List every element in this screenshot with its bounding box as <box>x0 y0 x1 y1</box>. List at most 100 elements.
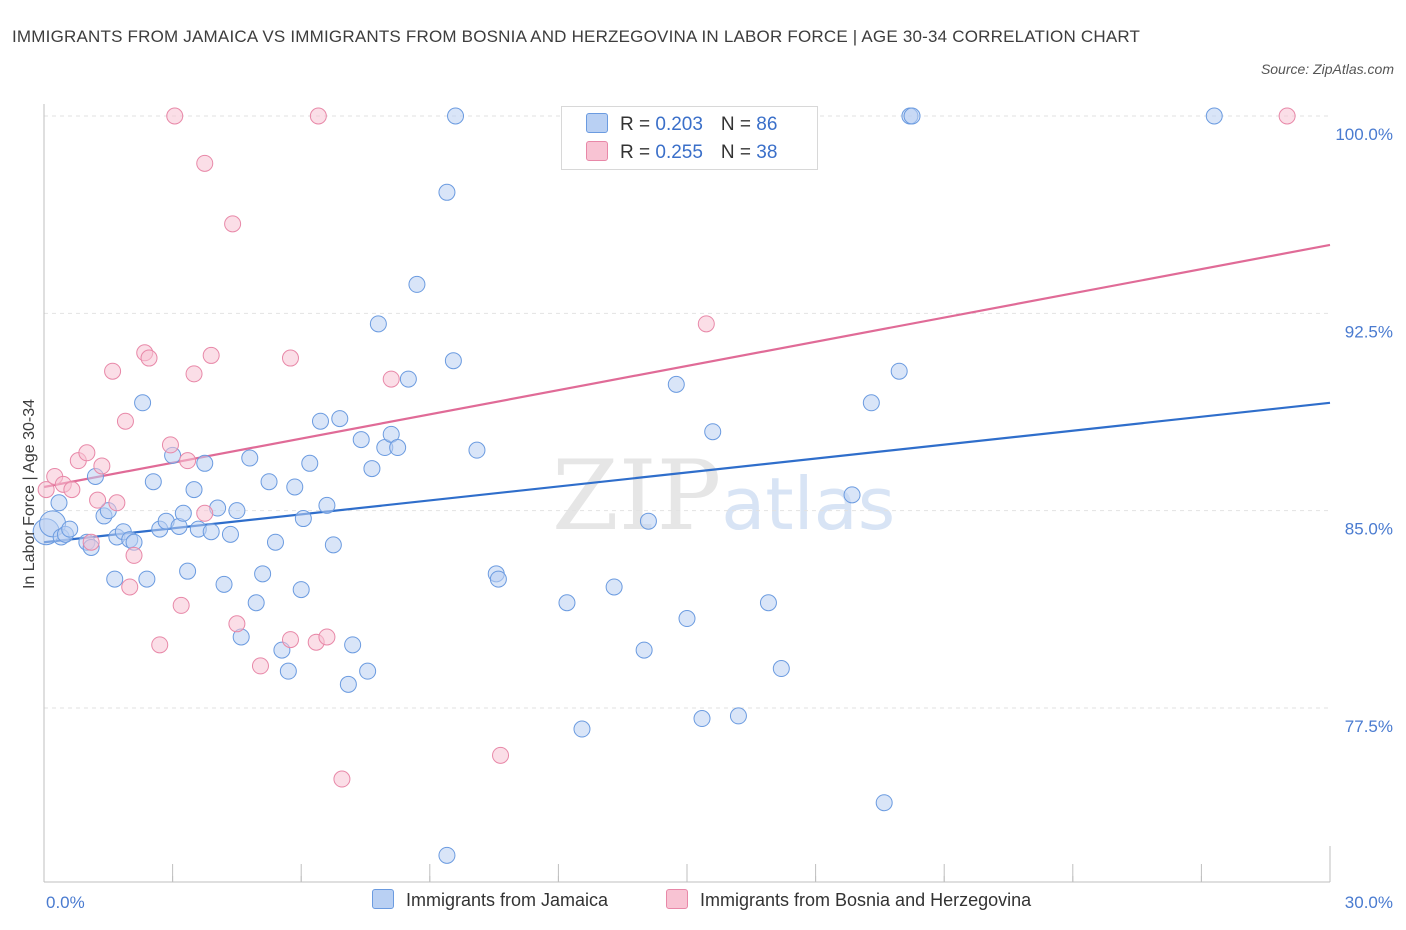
point-jamaica <box>344 636 362 654</box>
point-bosnia <box>251 657 269 675</box>
point-jamaica <box>605 578 623 596</box>
point-jamaica <box>862 394 880 412</box>
legend-row-bosnia: R = 0.255 N = 38 <box>586 141 777 165</box>
point-bosnia <box>492 746 510 764</box>
point-jamaica <box>678 610 696 628</box>
point-jamaica <box>339 675 357 693</box>
legend-swatch-jamaica <box>586 113 608 133</box>
point-jamaica <box>359 662 377 680</box>
point-jamaica <box>890 362 908 380</box>
point-bosnia <box>172 596 190 614</box>
legend-r-label: R = <box>620 114 656 135</box>
y-tick-label: 85.0% <box>1345 520 1393 539</box>
point-jamaica <box>693 710 711 728</box>
watermark: ZIPatlas <box>552 440 895 552</box>
data-points <box>32 107 1296 864</box>
point-jamaica <box>704 423 722 441</box>
point-jamaica <box>1205 107 1223 125</box>
point-jamaica <box>408 275 426 293</box>
trend-lines <box>43 243 1331 544</box>
point-bosnia <box>151 636 169 654</box>
point-bosnia <box>196 154 214 172</box>
point-bosnia <box>37 481 55 499</box>
point-bosnia <box>309 107 327 125</box>
y-tick-labels: 77.5% 85.0% 92.5% 100.0% <box>1335 125 1393 736</box>
point-bosnia <box>161 436 179 454</box>
point-bosnia <box>185 365 203 383</box>
point-bosnia <box>104 362 122 380</box>
bottom-legend-jamaica: Immigrants from Jamaica <box>372 889 608 911</box>
bottom-legend-label: Immigrants from Bosnia and Herzegovina <box>700 890 1032 910</box>
point-jamaica <box>134 394 152 412</box>
point-jamaica <box>318 496 336 514</box>
point-bosnia <box>82 533 100 551</box>
point-jamaica <box>639 512 657 530</box>
source-label: Source: ZipAtlas.com <box>1260 61 1394 77</box>
point-bosnia <box>281 631 299 649</box>
point-jamaica <box>196 454 214 472</box>
legend-n-value: 38 <box>756 142 778 163</box>
point-jamaica <box>444 352 462 370</box>
x-tick-label: 30.0% <box>1345 893 1393 912</box>
legend-n-label: N = <box>720 142 757 163</box>
point-jamaica <box>772 660 790 678</box>
chart-title: IMMIGRANTS FROM JAMAICA VS IMMIGRANTS FR… <box>12 27 1141 46</box>
point-bosnia <box>697 315 715 333</box>
point-jamaica <box>903 107 921 125</box>
point-jamaica <box>106 570 124 588</box>
point-jamaica <box>331 410 349 428</box>
point-bosnia <box>318 628 336 646</box>
legend-r-label: R = <box>620 142 656 163</box>
point-jamaica <box>202 523 220 541</box>
point-bosnia <box>196 504 214 522</box>
y-tick-label: 92.5% <box>1345 322 1393 341</box>
point-jamaica <box>294 510 312 528</box>
point-jamaica <box>221 525 239 543</box>
point-bosnia <box>78 444 96 462</box>
point-jamaica <box>301 454 319 472</box>
point-bosnia <box>333 770 351 788</box>
point-jamaica <box>352 431 370 449</box>
legend-r-value: 0.203 <box>655 114 703 135</box>
point-bosnia <box>179 452 197 470</box>
point-jamaica <box>843 486 861 504</box>
point-jamaica <box>179 562 197 580</box>
point-bosnia <box>202 346 220 364</box>
point-jamaica <box>573 720 591 738</box>
point-bosnia <box>140 349 158 367</box>
legend-n-value: 86 <box>756 114 778 135</box>
point-jamaica <box>468 441 486 459</box>
bottom-legend-swatch-jamaica <box>372 889 394 909</box>
point-bosnia <box>121 578 139 596</box>
trend-line-bosnia <box>43 243 1331 489</box>
y-tick-label: 77.5% <box>1345 717 1393 736</box>
point-bosnia <box>93 457 111 475</box>
point-jamaica <box>138 570 156 588</box>
point-jamaica <box>247 594 265 612</box>
legend-r-value: 0.255 <box>655 142 703 163</box>
point-jamaica <box>292 581 310 599</box>
point-jamaica <box>174 504 192 522</box>
y-axis-label: In Labor Force | Age 30-34 <box>21 399 38 589</box>
bottom-legend-label: Immigrants from Jamaica <box>406 890 609 910</box>
bottom-legend-swatch-bosnia <box>666 889 688 909</box>
point-bosnia <box>281 349 299 367</box>
point-jamaica <box>759 594 777 612</box>
point-jamaica <box>228 502 246 520</box>
trend-line-jamaica <box>43 401 1331 544</box>
point-jamaica <box>286 478 304 496</box>
point-jamaica <box>254 565 272 583</box>
point-jamaica <box>144 473 162 491</box>
point-jamaica <box>311 412 329 430</box>
point-jamaica <box>875 794 893 812</box>
point-jamaica <box>215 575 233 593</box>
point-jamaica <box>558 594 576 612</box>
point-jamaica <box>266 533 284 551</box>
point-jamaica <box>241 449 259 467</box>
point-jamaica <box>185 481 203 499</box>
x-tick-label: 0.0% <box>46 893 85 912</box>
point-jamaica <box>260 473 278 491</box>
point-bosnia <box>108 494 126 512</box>
legend-n-label: N = <box>720 114 757 135</box>
